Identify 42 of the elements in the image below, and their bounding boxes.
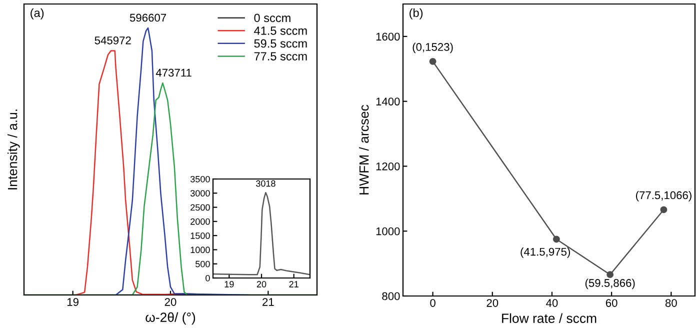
x-tick-label: 40	[546, 299, 558, 307]
x-tick-label: 19	[68, 298, 78, 306]
y-tick-label: 0	[206, 274, 210, 282]
y-tick-label: 2000	[190, 218, 210, 225]
y-tick-label: 1000	[376, 227, 400, 236]
y-tick-label: 800	[382, 292, 400, 300]
annotation: 473711	[156, 68, 192, 77]
y-axis-title: HWFM / arcsec	[359, 104, 369, 194]
legend-label: 59.5 sccm	[254, 39, 307, 48]
y-tick-label: 1400	[376, 98, 400, 106]
x-tick-label: 21	[289, 281, 298, 288]
annotation: 596607	[130, 14, 166, 22]
x-axis-title: Flow rate / sccm	[502, 313, 596, 323]
annotation: 545972	[94, 36, 131, 44]
y-tick-label: 3000	[190, 190, 210, 197]
legend-label: 41.5 sccm	[254, 26, 307, 35]
annotation: (41.5,975)	[520, 248, 570, 258]
x-tick-label: 20	[486, 299, 498, 307]
text: (a)	[30, 8, 44, 20]
legend-label: 77.5 sccm	[254, 52, 307, 60]
x-tick-label: 21	[262, 298, 274, 306]
y-tick-label: 1000	[190, 246, 210, 254]
y-tick-label: 1500	[190, 232, 210, 239]
annotation: (b)	[410, 8, 423, 20]
legend-label: 0 sccm	[254, 14, 290, 22]
x-tick-label: 60	[606, 299, 618, 307]
annotation: (0,1523)	[412, 42, 453, 54]
x-tick-label: 20	[164, 298, 176, 306]
x-tick-label: 80	[665, 299, 677, 307]
annotation: (77.5,1066)	[636, 191, 692, 202]
x-tick-label: 20	[256, 281, 266, 288]
y-tick-label: 1200	[376, 162, 400, 170]
y-tick-label: 2500	[190, 204, 210, 211]
x-tick-label: 0	[430, 299, 436, 307]
x-axis-title: ω-2θ/ (°)	[146, 312, 196, 325]
y-axis-title: Intensity / a.u.	[8, 110, 20, 190]
y-tick-label: 500	[196, 260, 210, 268]
x-tick-label: 19	[224, 281, 234, 288]
annotation: 3018	[256, 180, 276, 187]
y-tick-label: 3500	[190, 176, 210, 182]
annotation: (59.5,866)	[585, 278, 635, 290]
y-tick-label: 1600	[376, 32, 400, 41]
